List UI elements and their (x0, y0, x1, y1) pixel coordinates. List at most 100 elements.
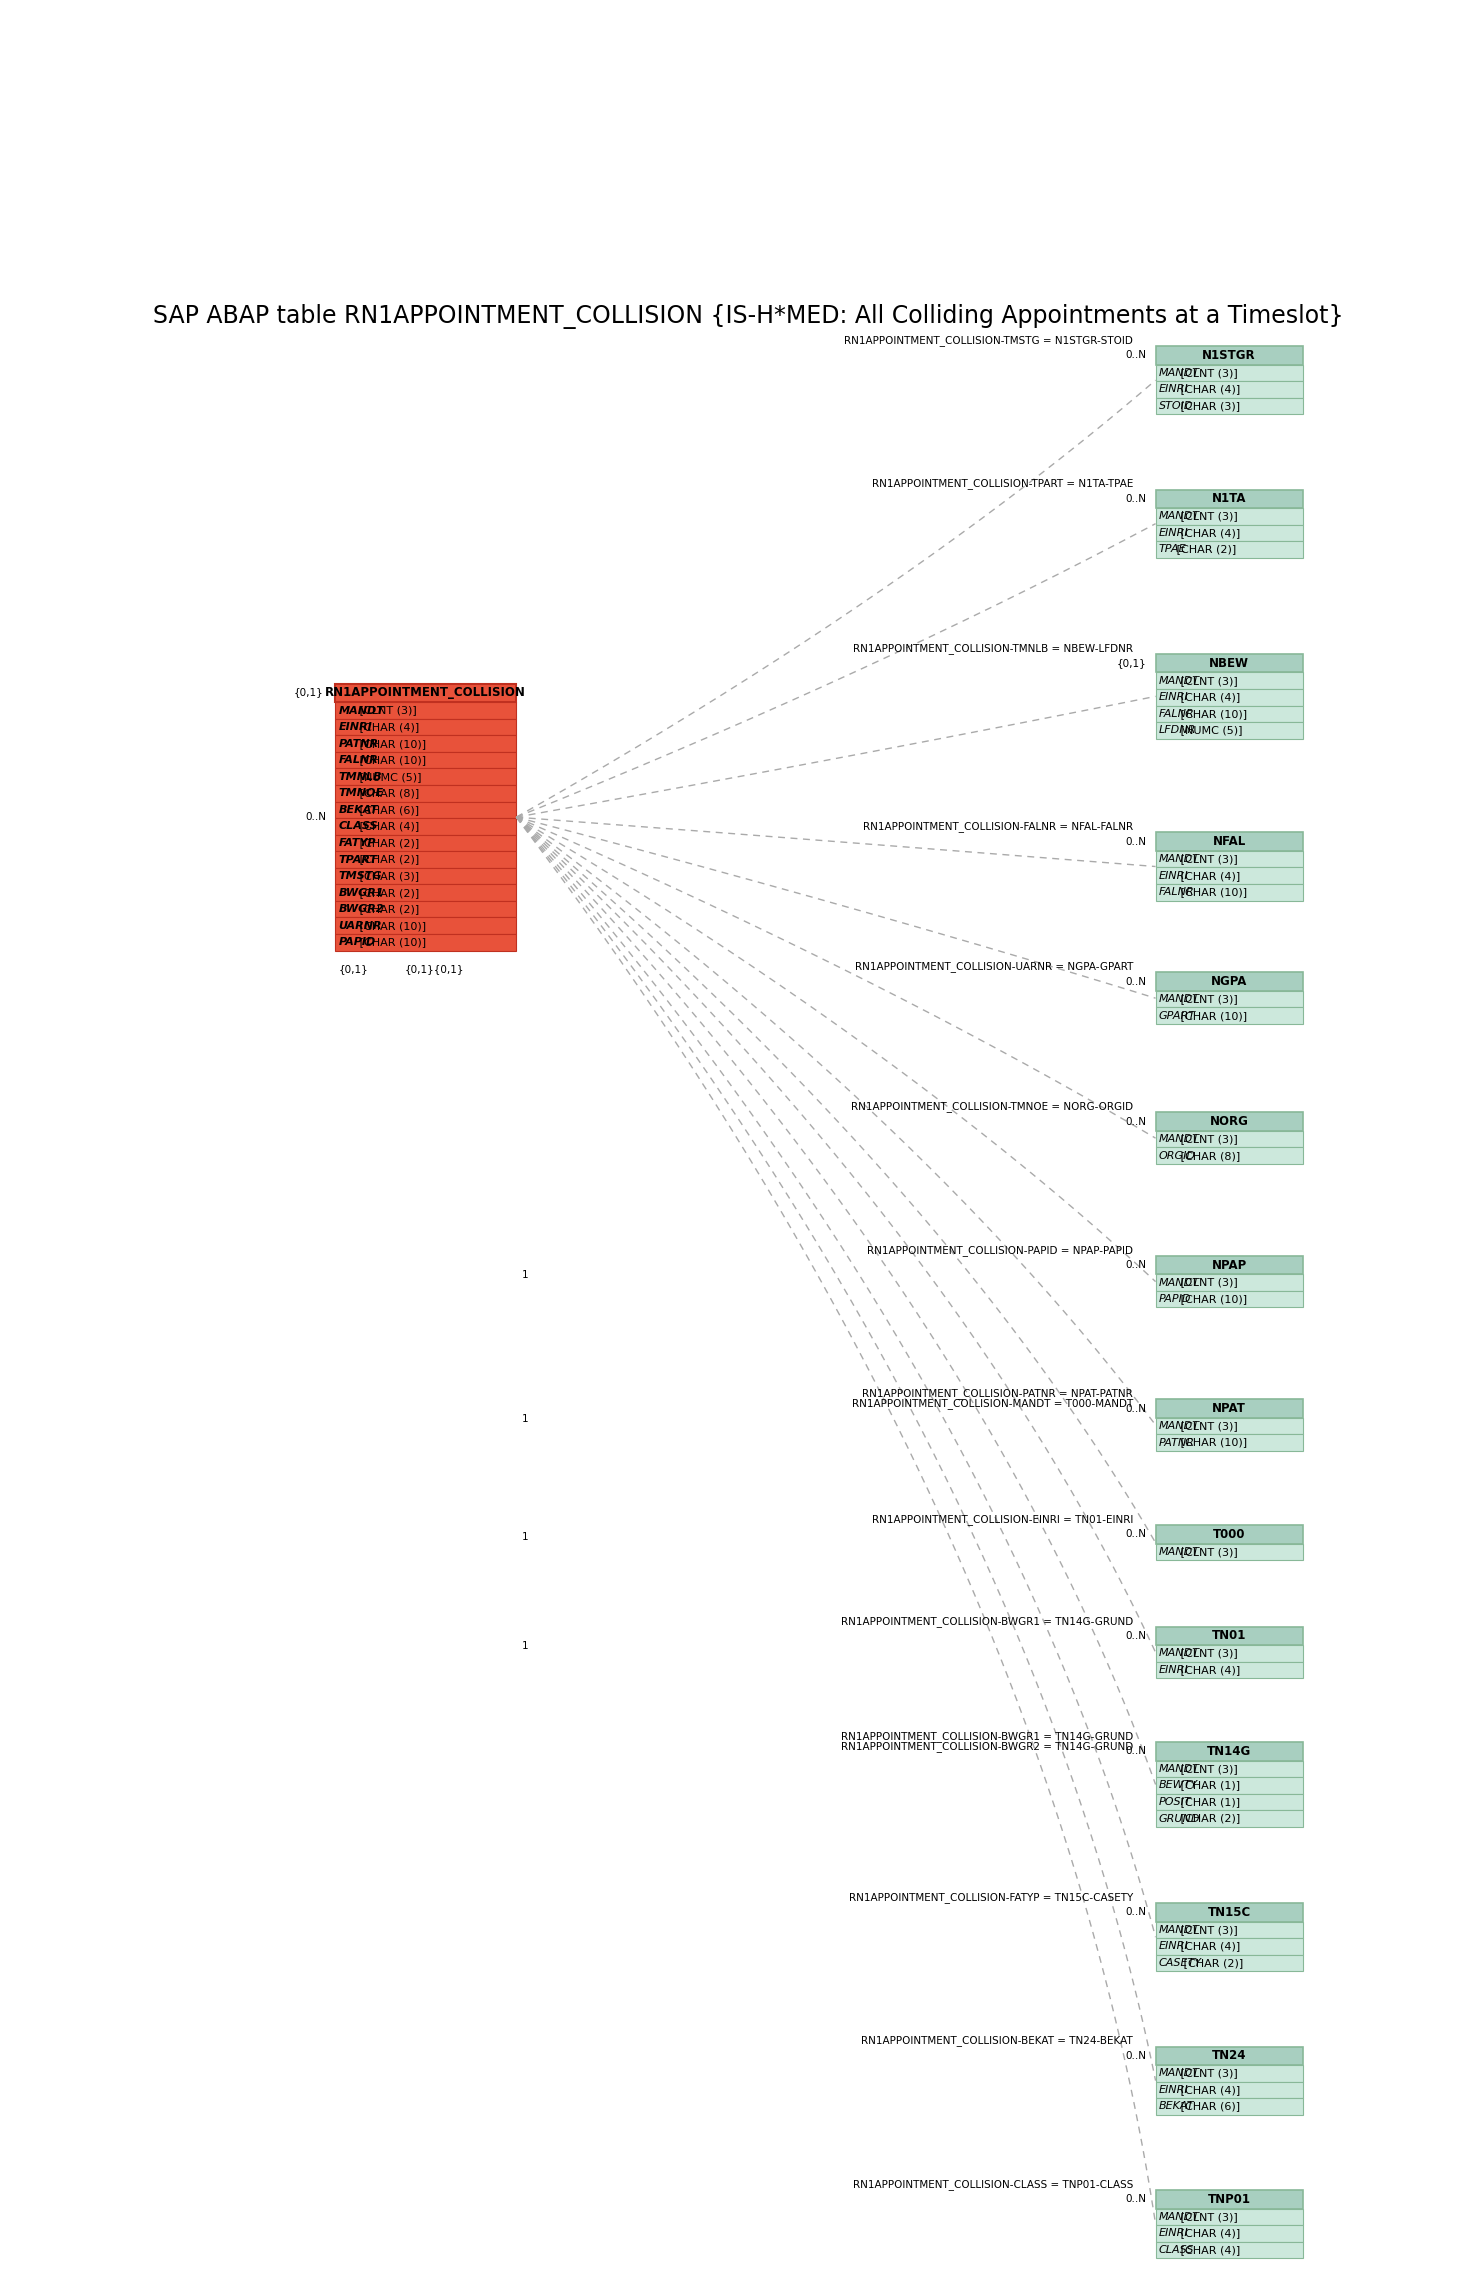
Text: [CLNT (3)]: [CLNT (3)] (1177, 854, 1238, 863)
FancyBboxPatch shape (336, 868, 517, 884)
FancyBboxPatch shape (336, 902, 517, 918)
Text: SAP ABAP table RN1APPOINTMENT_COLLISION {IS-H*MED: All Colliding Appointments at: SAP ABAP table RN1APPOINTMENT_COLLISION … (153, 304, 1343, 329)
Text: 0..N: 0..N (1126, 2195, 1146, 2204)
FancyBboxPatch shape (1156, 364, 1302, 382)
Text: TNP01: TNP01 (1207, 2192, 1251, 2206)
FancyBboxPatch shape (1156, 398, 1302, 414)
Text: [CHAR (6)]: [CHAR (6)] (1177, 2102, 1240, 2111)
FancyBboxPatch shape (1156, 525, 1302, 541)
Text: [CLNT (3)]: [CLNT (3)] (1177, 1420, 1238, 1431)
Text: MANDT: MANDT (1159, 995, 1200, 1004)
FancyBboxPatch shape (1156, 1761, 1302, 1777)
FancyBboxPatch shape (1156, 2242, 1302, 2258)
Text: EINRI: EINRI (1159, 870, 1188, 882)
Text: RN1APPOINTMENT_COLLISION-BEKAT = TN24-BEKAT: RN1APPOINTMENT_COLLISION-BEKAT = TN24-BE… (861, 2036, 1133, 2047)
Text: RN1APPOINTMENT_COLLISION-TMSTG = N1STGR-STOID: RN1APPOINTMENT_COLLISION-TMSTG = N1STGR-… (844, 334, 1133, 345)
Text: MANDT: MANDT (1159, 1420, 1200, 1431)
Text: MANDT: MANDT (339, 707, 384, 716)
Text: TN24: TN24 (1212, 2049, 1247, 2063)
Text: 1: 1 (523, 1531, 529, 1543)
Text: [CHAR (2)]: [CHAR (2)] (356, 904, 419, 913)
Text: [CHAR (10)]: [CHAR (10)] (356, 920, 426, 932)
Text: UARNR: UARNR (339, 920, 383, 932)
Text: TMNLB: TMNLB (339, 772, 383, 782)
Text: TN14G: TN14G (1207, 1745, 1251, 1759)
Text: [CHAR (6)]: [CHAR (6)] (356, 804, 419, 816)
Text: [CLNT (3)]: [CLNT (3)] (1177, 2068, 1238, 2079)
Text: FALNR: FALNR (1159, 888, 1194, 897)
Text: EINRI: EINRI (1159, 693, 1188, 702)
FancyBboxPatch shape (1156, 1743, 1302, 1761)
FancyBboxPatch shape (1156, 1113, 1302, 1131)
FancyBboxPatch shape (336, 684, 517, 702)
Text: RN1APPOINTMENT_COLLISION-BWGR1 = TN14G-GRUND: RN1APPOINTMENT_COLLISION-BWGR1 = TN14G-G… (841, 1615, 1133, 1627)
Text: NBEW: NBEW (1209, 657, 1250, 670)
FancyBboxPatch shape (1156, 1811, 1302, 1827)
Text: PATNR: PATNR (1159, 1438, 1194, 1447)
Text: TPART: TPART (339, 854, 378, 866)
Text: [CHAR (4)]: [CHAR (4)] (1177, 870, 1240, 882)
Text: MANDT: MANDT (1159, 511, 1200, 520)
Text: FATYP: FATYP (339, 838, 375, 847)
FancyBboxPatch shape (1156, 1922, 1302, 1938)
FancyBboxPatch shape (1156, 1661, 1302, 1679)
Text: 0..N: 0..N (1126, 1404, 1146, 1413)
FancyBboxPatch shape (1156, 1290, 1302, 1306)
FancyBboxPatch shape (1156, 345, 1302, 364)
FancyBboxPatch shape (1156, 1400, 1302, 1418)
Text: [CHAR (2)]: [CHAR (2)] (1177, 1813, 1240, 1824)
Text: EINRI: EINRI (1159, 1665, 1188, 1674)
Text: 0..N: 0..N (1126, 836, 1146, 847)
Text: PAPID: PAPID (339, 938, 375, 947)
Text: CLASS: CLASS (339, 822, 378, 832)
FancyBboxPatch shape (1156, 2047, 1302, 2065)
FancyBboxPatch shape (1156, 991, 1302, 1006)
Text: RN1APPOINTMENT_COLLISION-MANDT = T000-MANDT: RN1APPOINTMENT_COLLISION-MANDT = T000-MA… (851, 1397, 1133, 1409)
Text: MANDT: MANDT (1159, 2211, 1200, 2222)
FancyBboxPatch shape (336, 786, 517, 802)
FancyBboxPatch shape (1156, 541, 1302, 557)
Text: [CHAR (4)]: [CHAR (4)] (1177, 527, 1240, 538)
FancyBboxPatch shape (1156, 2097, 1302, 2115)
Text: MANDT: MANDT (1159, 854, 1200, 863)
Text: EINRI: EINRI (1159, 527, 1188, 538)
Text: 1: 1 (523, 1640, 529, 1652)
FancyBboxPatch shape (1156, 1645, 1302, 1661)
FancyBboxPatch shape (336, 818, 517, 834)
FancyBboxPatch shape (1156, 2224, 1302, 2242)
Text: NFAL: NFAL (1212, 836, 1245, 847)
Text: STOID: STOID (1159, 400, 1193, 411)
FancyBboxPatch shape (1156, 1954, 1302, 1972)
Text: T000: T000 (1213, 1529, 1245, 1540)
FancyBboxPatch shape (336, 834, 517, 852)
Text: {0,1}: {0,1} (339, 966, 368, 975)
Text: RN1APPOINTMENT_COLLISION-EINRI = TN01-EINRI: RN1APPOINTMENT_COLLISION-EINRI = TN01-EI… (872, 1513, 1133, 1525)
Text: BEWTY: BEWTY (1159, 1781, 1197, 1790)
Text: MANDT: MANDT (1159, 368, 1200, 377)
Text: CASETY: CASETY (1159, 1958, 1202, 1968)
FancyBboxPatch shape (1156, 509, 1302, 525)
Text: [CHAR (3)]: [CHAR (3)] (1177, 400, 1240, 411)
Text: [CHAR (10)]: [CHAR (10)] (356, 738, 426, 750)
Text: RN1APPOINTMENT_COLLISION-FALNR = NFAL-FALNR: RN1APPOINTMENT_COLLISION-FALNR = NFAL-FA… (863, 822, 1133, 832)
Text: [CHAR (1)]: [CHAR (1)] (1177, 1797, 1240, 1806)
FancyBboxPatch shape (1156, 2208, 1302, 2224)
Text: BWGR1: BWGR1 (339, 888, 384, 897)
Text: [CHAR (4)]: [CHAR (4)] (1177, 1665, 1240, 1674)
FancyBboxPatch shape (1156, 832, 1302, 852)
Text: [CHAR (8)]: [CHAR (8)] (1177, 1150, 1240, 1161)
FancyBboxPatch shape (1156, 1525, 1302, 1543)
Text: N1STGR: N1STGR (1203, 350, 1256, 361)
Text: 0..N: 0..N (1126, 2052, 1146, 2061)
Text: [CLNT (3)]: [CLNT (3)] (1177, 2211, 1238, 2222)
FancyBboxPatch shape (336, 718, 517, 736)
Text: [CHAR (4)]: [CHAR (4)] (1177, 2245, 1240, 2254)
Text: [CHAR (10)]: [CHAR (10)] (1177, 1438, 1247, 1447)
FancyBboxPatch shape (1156, 707, 1302, 722)
Text: [CHAR (2)]: [CHAR (2)] (356, 854, 419, 866)
Text: MANDT: MANDT (1159, 1649, 1200, 1659)
Text: MANDT: MANDT (1159, 2068, 1200, 2079)
Text: BWGR2: BWGR2 (339, 904, 384, 913)
Text: PAPID: PAPID (1159, 1295, 1191, 1304)
Text: [CHAR (1)]: [CHAR (1)] (1177, 1781, 1240, 1790)
